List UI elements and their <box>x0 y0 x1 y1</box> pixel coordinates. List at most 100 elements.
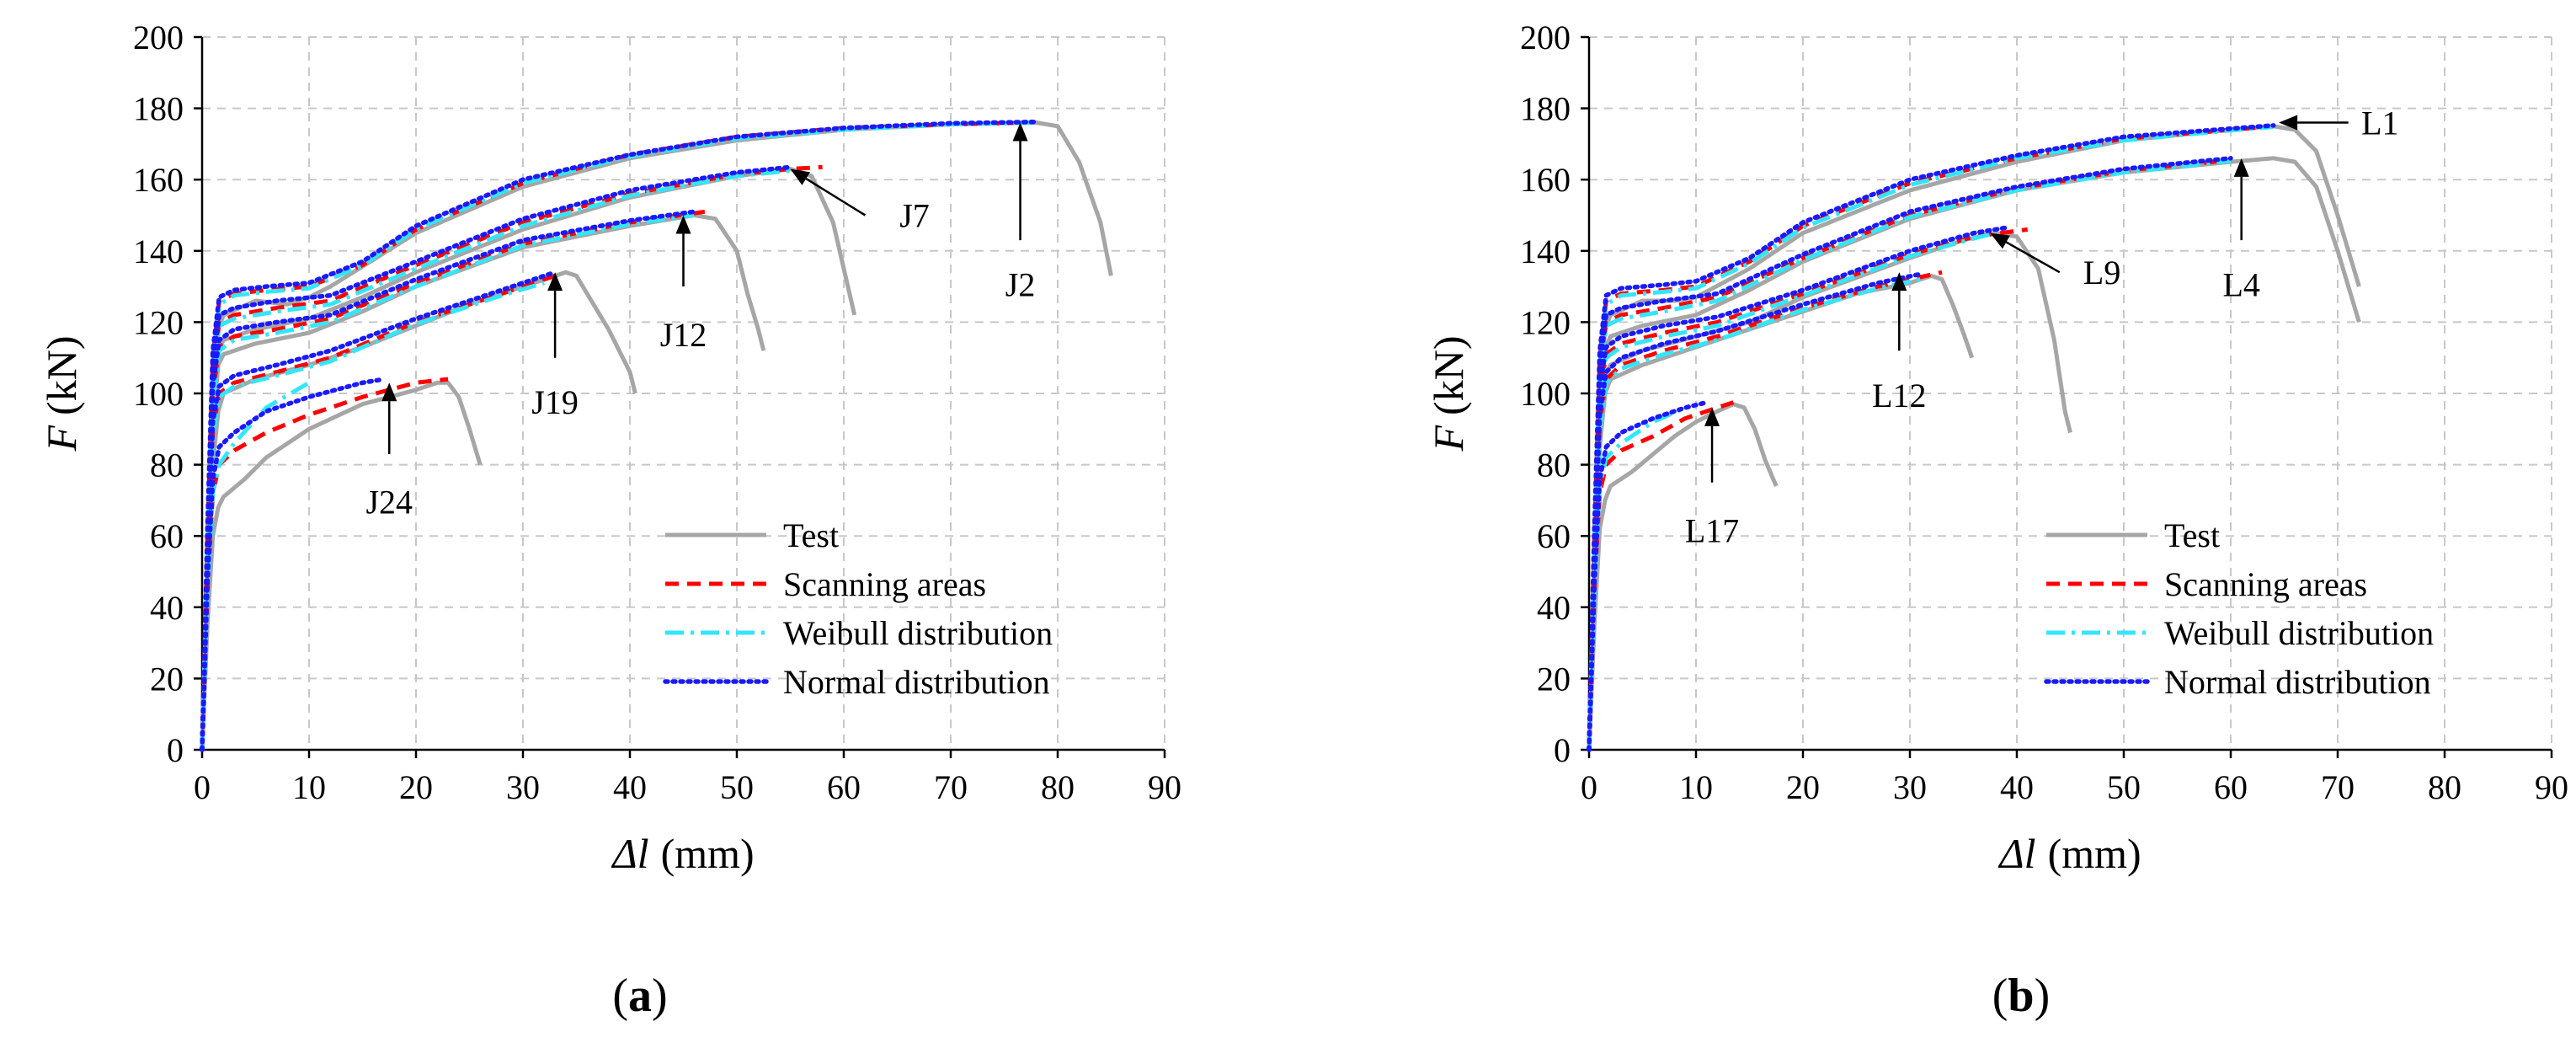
x-axis-label: Δl (mm) <box>1997 830 2141 877</box>
annotation-arrow-head <box>1704 407 1720 426</box>
specimen-l4 <box>1587 156 2361 752</box>
annotation-j12: J12 <box>660 215 707 354</box>
x-tick-label: 30 <box>1893 768 1927 806</box>
series-test-l4 <box>1587 156 2361 751</box>
panel-paren-close: ) <box>2035 970 2051 1022</box>
x-axis-symbol: Δl <box>611 830 648 877</box>
x-tick-label: 60 <box>2214 768 2248 806</box>
y-tick-label: 0 <box>1554 731 1571 769</box>
annotation-j7: J7 <box>790 168 930 235</box>
legend-label-test: Test <box>783 516 839 554</box>
series-test-l17 <box>1587 402 1779 751</box>
y-tick-label: 160 <box>133 161 184 199</box>
x-tick-label: 80 <box>1041 768 1075 806</box>
y-tick-label: 60 <box>1537 517 1571 555</box>
annotation-arrow-head <box>1891 272 1907 291</box>
specimen-j24 <box>200 377 483 752</box>
annotation-arrow-head <box>1990 233 2010 249</box>
series-test-l9 <box>1587 231 2072 751</box>
legend-label-weibull: Weibull distribution <box>783 614 1053 652</box>
y-tick-label: 160 <box>1520 161 1571 199</box>
series-scanning-j7 <box>200 164 823 751</box>
series-test-j19 <box>200 270 637 751</box>
chart-panel-b: 0 10 20 30 40 50 60 70 80 90 0 20 40 60 80 100 120 140 160… <box>1425 19 2568 1022</box>
panel-paren-open: ( <box>612 970 628 1022</box>
series-scanning-l1 <box>1587 124 2275 751</box>
annotation-label: L4 <box>2222 266 2259 304</box>
annotation-l12: L12 <box>1872 272 1927 414</box>
y-tick-label: 120 <box>1520 303 1571 341</box>
annotation-arrow-head <box>381 382 397 402</box>
series-weibull-l12 <box>1587 277 1922 751</box>
legend-label-scanning: Scanning areas <box>2164 565 2367 603</box>
series-normal-j7 <box>200 164 793 752</box>
series-weibull-l17 <box>1587 405 1687 751</box>
annotation-l17: L17 <box>1685 407 1739 550</box>
x-tick-label: 0 <box>194 768 211 806</box>
annotation-arrow-head <box>1012 122 1028 142</box>
y-axis-label: F (kN) <box>1425 336 1472 452</box>
series-test-j7 <box>200 167 857 751</box>
y-tick-label: 60 <box>150 517 184 555</box>
annotation-label: L9 <box>2083 254 2120 291</box>
y-tick-label: 200 <box>1520 19 1571 56</box>
x-tick-label: 90 <box>2535 768 2568 806</box>
panel-letter: b <box>2008 970 2034 1022</box>
x-tick-label: 80 <box>2428 768 2461 806</box>
specimen-l1 <box>1587 123 2361 752</box>
x-tick-label: 0 <box>1581 768 1597 806</box>
series-test-j24 <box>200 380 483 751</box>
y-tick-label: 140 <box>1520 233 1571 270</box>
series-weibull-l4 <box>1587 158 2232 751</box>
x-tick-label: 70 <box>2321 768 2355 806</box>
annotation-label: L12 <box>1872 377 1926 414</box>
series-test-l1 <box>1587 124 2361 751</box>
y-tick-label: 20 <box>1537 660 1571 698</box>
legend-label-scanning: Scanning areas <box>783 565 986 603</box>
y-tick-label: 200 <box>133 19 184 56</box>
annotation-arrow-line <box>2005 241 2061 274</box>
y-tick-label: 120 <box>133 303 184 341</box>
annotation-arrow-line <box>805 178 867 217</box>
y-axis-unit: (kN) <box>38 336 85 415</box>
legend-label-normal: Normal distribution <box>783 663 1050 701</box>
x-tick-label: 60 <box>827 768 861 806</box>
annotation-arrow-head <box>790 168 810 185</box>
y-tick-label: 100 <box>133 375 184 413</box>
y-tick-label: 180 <box>1520 90 1571 128</box>
specimen-j12 <box>200 209 766 752</box>
y-axis-symbol: F <box>1425 425 1472 452</box>
annotation-l1: L1 <box>2279 104 2399 142</box>
y-tick-label: 80 <box>150 446 184 484</box>
series-normal-l17 <box>1587 399 1709 752</box>
series-weibull-j7 <box>200 168 791 751</box>
x-tick-label: 20 <box>1786 768 1820 806</box>
series-normal-j24 <box>200 377 387 752</box>
legend: Test Scanning areas Weibull distribution No… <box>663 516 1053 701</box>
annotation-arrow-head <box>2233 158 2249 177</box>
x-tick-label: 70 <box>934 768 968 806</box>
series-scanning-j2 <box>200 120 1026 751</box>
panel-paren-close: ) <box>652 970 668 1022</box>
specimen-l17 <box>1587 399 1779 752</box>
legend-label-test: Test <box>2164 516 2220 554</box>
y-axis-unit: (kN) <box>1425 336 1472 415</box>
annotation-label: L1 <box>2361 104 2398 142</box>
gridlines <box>1589 36 2552 750</box>
x-tick-label: 10 <box>292 768 326 806</box>
y-axis-symbol: F <box>38 425 85 452</box>
y-tick-label: 100 <box>1520 375 1571 413</box>
annotation-arrow-head <box>547 272 563 291</box>
x-tick-label: 50 <box>720 768 754 806</box>
y-tick-label: 140 <box>133 233 184 270</box>
y-tick-label: 40 <box>150 589 184 627</box>
series-scanning-j24 <box>200 377 449 751</box>
series-scanning-j12 <box>200 209 706 751</box>
legend-label-normal: Normal distribution <box>2164 663 2431 701</box>
x-axis-symbol: Δl <box>1997 830 2035 877</box>
panel-label: (b) <box>1992 970 2050 1022</box>
specimen-j7 <box>200 164 857 752</box>
annotation-j19: J19 <box>531 272 579 421</box>
legend: Test Scanning areas Weibull distribution No… <box>2044 516 2434 701</box>
